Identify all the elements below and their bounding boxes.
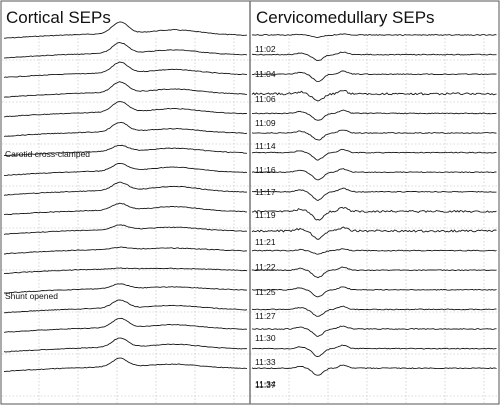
annotation-shunt-opened: Shunt opened bbox=[5, 291, 58, 301]
time-label: 11:02 bbox=[255, 44, 276, 54]
time-label: 11:37 bbox=[255, 380, 276, 390]
cortical-trace bbox=[3, 357, 248, 372]
time-label: 11:19 bbox=[255, 210, 276, 220]
cervicomedullary-trace bbox=[251, 70, 497, 82]
cervicomedullary-panel-title: Cervicomedullary SEPs bbox=[256, 8, 435, 27]
cortical-trace bbox=[3, 181, 248, 196]
time-label: 11:21 bbox=[255, 237, 276, 247]
cervicomedullary-trace bbox=[251, 364, 497, 376]
time-label: 11:27 bbox=[255, 311, 276, 321]
cortical-trace bbox=[4, 246, 248, 255]
cortical-trace bbox=[4, 283, 248, 294]
cortical-trace bbox=[3, 42, 248, 59]
time-label: 11:30 bbox=[255, 333, 276, 343]
cortical-trace bbox=[3, 61, 248, 78]
time-label: 11:16 bbox=[255, 165, 276, 175]
cortical-trace bbox=[4, 21, 248, 39]
cortical-panel-title: Cortical SEPs bbox=[6, 8, 111, 27]
cervicomedullary-trace bbox=[251, 109, 497, 121]
cervicomedullary-trace bbox=[251, 89, 497, 102]
cervicomedullary-trace bbox=[251, 129, 497, 141]
time-label: 11:17 bbox=[255, 187, 276, 197]
cervicomedullary-trace bbox=[252, 344, 497, 357]
cervicomedullary-trace bbox=[251, 286, 497, 298]
cervicomedullary-trace bbox=[251, 187, 497, 201]
time-label: 11:33 bbox=[255, 357, 276, 367]
cervicomedullary-trace bbox=[251, 51, 497, 62]
cortical-trace bbox=[4, 163, 248, 177]
cervicomedullary-trace bbox=[251, 33, 497, 38]
cervicomedullary-trace bbox=[251, 226, 497, 240]
time-labels: 11:02 11:04 11:06 11:09 11:14 11:16 11:17 11:19… bbox=[255, 44, 276, 390]
cervicomedullary-trace bbox=[251, 148, 497, 161]
cortical-trace bbox=[3, 144, 248, 157]
time-label: 11:04 bbox=[255, 69, 276, 79]
cervicomedullary-trace bbox=[251, 168, 497, 181]
cortical-trace bbox=[3, 202, 247, 216]
cortical-trace bbox=[3, 317, 248, 333]
cortical-traces bbox=[3, 21, 248, 372]
cortical-trace bbox=[3, 81, 248, 98]
cortical-trace bbox=[3, 121, 248, 137]
cervicomedullary-trace bbox=[251, 305, 497, 317]
cortical-trace bbox=[3, 337, 248, 353]
cervicomedullary-traces bbox=[251, 33, 497, 376]
cortical-trace bbox=[3, 267, 248, 275]
annotation-carotid-cross-clamped: Carotid cross-clamped bbox=[5, 149, 90, 159]
time-label: 11:22 bbox=[255, 262, 276, 272]
cervicomedullary-trace bbox=[252, 266, 497, 279]
cervicomedullary-trace bbox=[251, 248, 497, 255]
time-label: 11:09 bbox=[255, 118, 276, 128]
time-label: 11:25 bbox=[255, 287, 276, 297]
time-label: 11:34 bbox=[255, 379, 276, 389]
cortical-trace bbox=[3, 101, 248, 118]
cervicomedullary-trace bbox=[251, 206, 497, 221]
cervicomedullary-trace bbox=[251, 325, 497, 337]
time-label: 11:06 bbox=[255, 94, 276, 104]
cortical-trace bbox=[3, 299, 248, 314]
cortical-trace bbox=[3, 224, 248, 235]
time-label: 11:14 bbox=[255, 141, 276, 151]
